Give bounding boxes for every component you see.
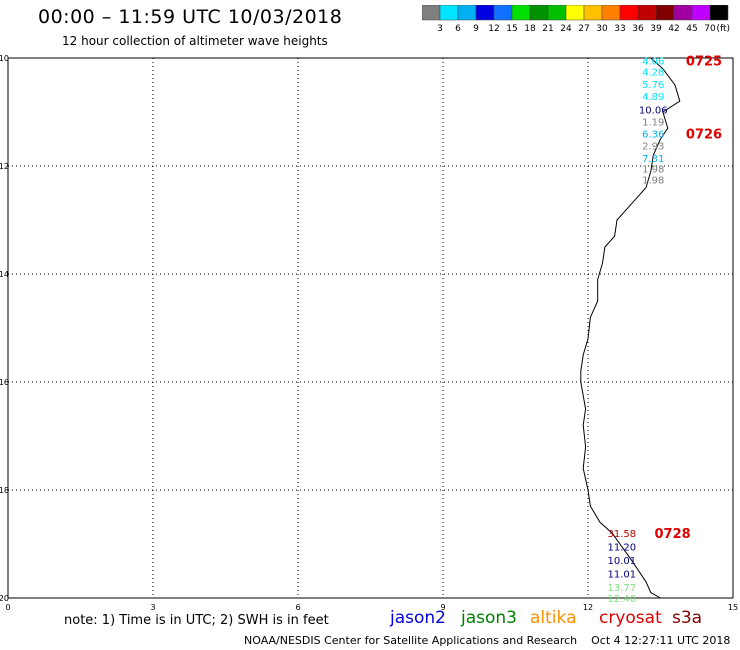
scale-label: 27 (578, 24, 589, 34)
y-tick-label: -16 (0, 378, 9, 387)
scale-label: 30 (596, 24, 608, 34)
wave-height-reading: 13.77 (608, 583, 637, 594)
map-plot: 0 3 6 9 12 15 -10 -12 -14 -16 -18 -20 4.064.285.764.… (0, 54, 738, 612)
footer-credit: NOAA/NESDIS Center for Satellite Applica… (244, 634, 730, 647)
credit-text: NOAA/NESDIS Center for Satellite Applica… (244, 634, 578, 647)
y-tick-label: -12 (0, 162, 9, 171)
wave-height-reading: 11.01 (608, 570, 637, 581)
wave-height-reading: 1.98 (642, 176, 664, 187)
y-tick-label: -14 (0, 270, 9, 279)
wave-height-reading: 2.93 (642, 141, 664, 152)
page-subtitle: 12 hour collection of altimeter wave hei… (62, 34, 328, 48)
y-tick-label: -18 (0, 486, 9, 495)
legend-altika: altika (530, 608, 577, 628)
wave-height-reading: 6.36 (642, 130, 664, 141)
y-tick-label: -10 (0, 54, 9, 63)
plot-frame (7, 57, 734, 599)
x-tick-label: 9 (440, 603, 445, 612)
legend-cryosat: cryosat (599, 608, 662, 628)
x-tick-label: 6 (295, 603, 300, 612)
credit-timestamp: Oct 4 12:27:11 UTC 2018 (591, 634, 731, 647)
color-scale: 3 6 9 12 15 18 21 24 27 30 33 36 39 42 45 70 (ft) (422, 5, 730, 34)
wave-height-reading: 10.06 (639, 105, 668, 116)
scale-label: 21 (542, 24, 553, 34)
wave-height-reading: 10.01 (608, 556, 637, 567)
legend-s3a: s3a (672, 608, 703, 628)
wave-height-reading: 11.20 (608, 543, 637, 554)
wave-height-reading: 7.31 (642, 154, 664, 165)
legend-jason2: jason2 (390, 608, 446, 628)
pass-time-label: 0725 (686, 55, 722, 70)
footer-note: note: 1) Time is in UTC; 2) SWH is in fe… (64, 613, 329, 628)
wave-height-reading: 4.28 (642, 68, 664, 79)
scale-label: 6 (455, 24, 461, 34)
coastline-track (580, 57, 681, 599)
wave-height-reading: 1.19 (642, 118, 664, 129)
x-tick-label: 12 (583, 603, 593, 612)
y-tick-label: -20 (0, 594, 9, 603)
legend-jason3: jason3 (461, 608, 517, 628)
scale-label: 70 (704, 24, 716, 34)
x-tick-label: 0 (5, 603, 10, 612)
wave-height-reading: 12.40 (608, 594, 637, 605)
wave-height-reading: 5.76 (642, 80, 664, 91)
scale-label: 24 (560, 24, 572, 34)
scale-label: 36 (632, 24, 644, 34)
wave-height-reading: 4.06 (642, 57, 664, 68)
scale-label: 33 (614, 24, 625, 34)
wave-height-reading: 31.58 (608, 529, 637, 540)
pass-time-label: 0726 (686, 128, 722, 143)
scale-label: 12 (488, 24, 499, 34)
x-tick-label: 15 (728, 603, 738, 612)
scale-label: 39 (650, 24, 662, 34)
scale-label: 42 (668, 24, 679, 34)
x-tick-label: 3 (150, 603, 155, 612)
scale-unit: (ft) (716, 24, 730, 34)
scale-label: 15 (506, 24, 517, 34)
scale-label: 45 (686, 24, 697, 34)
scale-label: 9 (473, 24, 479, 34)
scale-label: 3 (437, 24, 443, 34)
page-title: 00:00 – 11:59 UTC 10/03/2018 (38, 6, 343, 28)
scale-swatch (709, 5, 729, 21)
wave-height-reading: 1.98 (642, 165, 664, 176)
wave-height-reading: 4.89 (642, 92, 664, 103)
scale-label: 18 (524, 24, 536, 34)
pass-time-label: 0728 (654, 527, 690, 542)
